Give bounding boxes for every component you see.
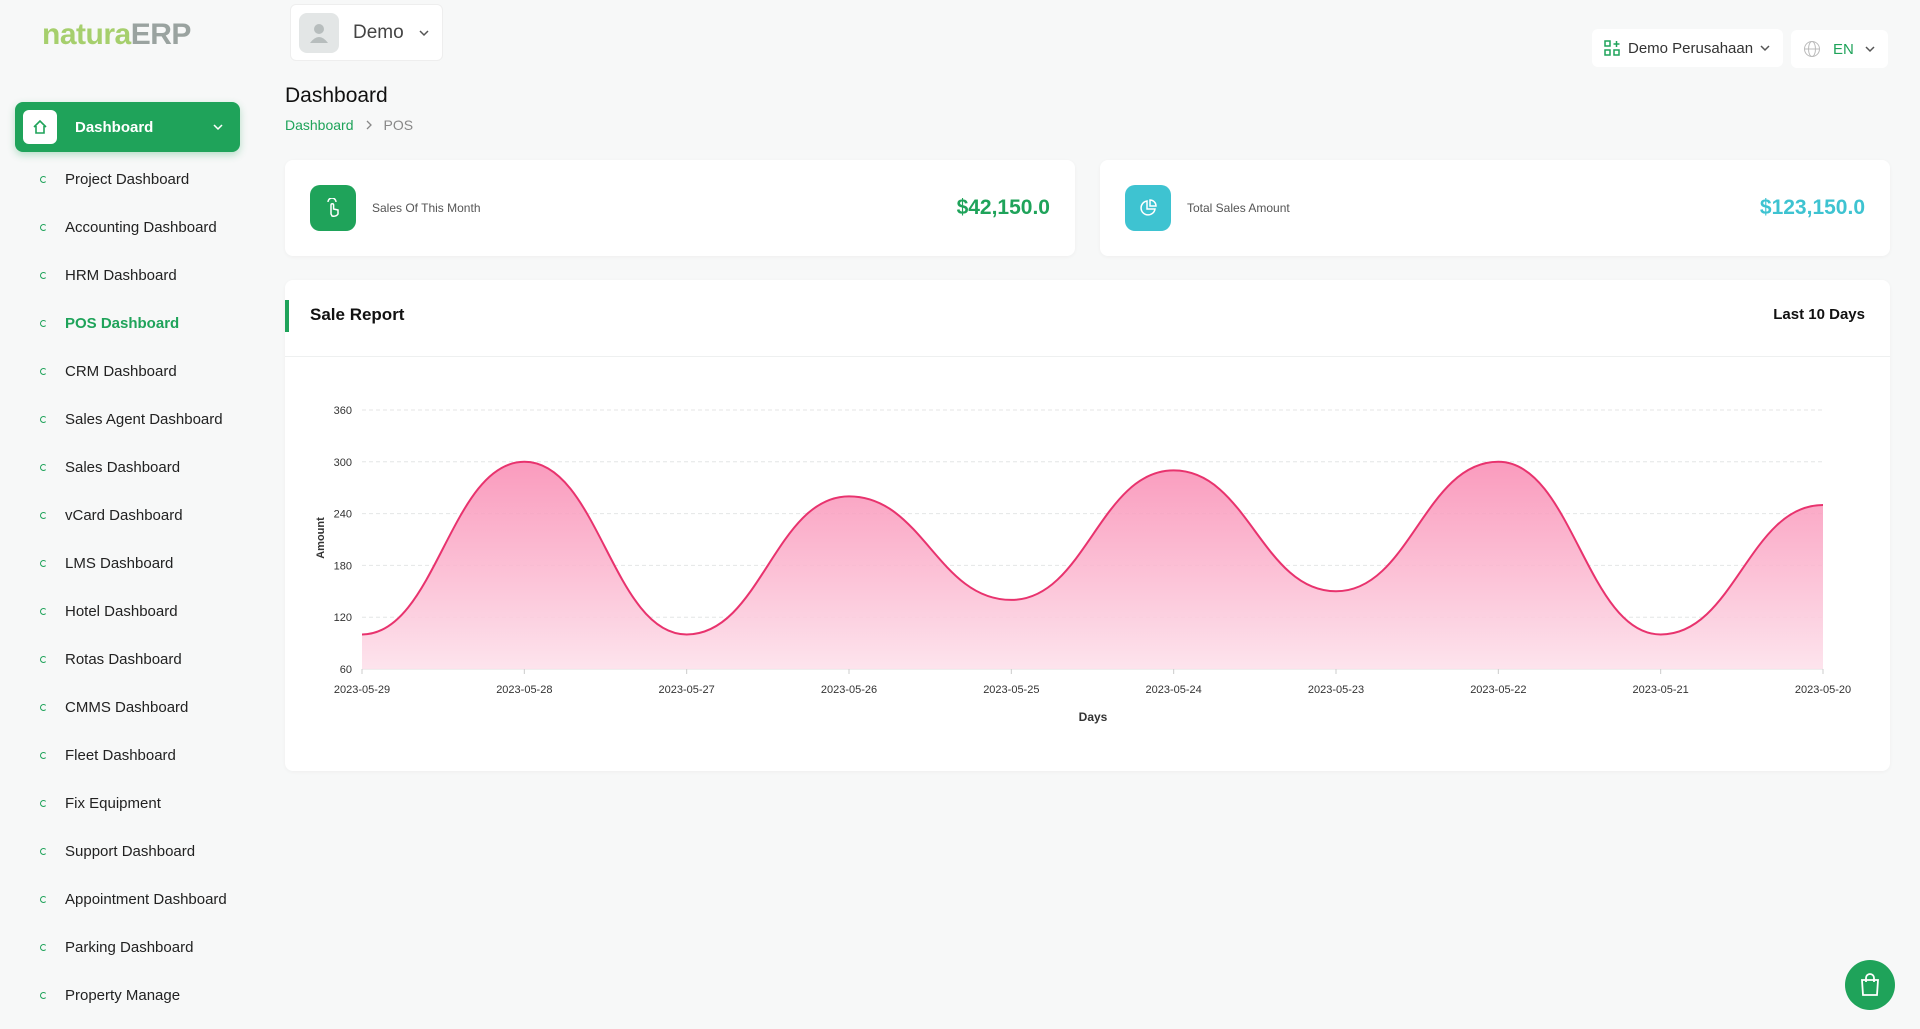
period-filter[interactable]: Last 10 Days bbox=[1773, 306, 1865, 323]
user-name: Demo bbox=[353, 21, 404, 43]
menu-item[interactable]: Project Dashboard bbox=[0, 155, 235, 203]
menu-item[interactable]: Fix Equipment bbox=[0, 779, 235, 827]
language-select[interactable]: EN bbox=[1791, 30, 1888, 68]
hand-icon bbox=[310, 185, 356, 231]
menu-item[interactable]: Rotas Dashboard bbox=[0, 635, 235, 683]
x-axis-label: Days bbox=[1079, 710, 1108, 724]
breadcrumb-current: POS bbox=[383, 117, 414, 133]
sidebar: naturaERP Dashboard Project Dashboard Acc… bbox=[0, 0, 260, 1029]
menu-item[interactable]: vCard Dashboard bbox=[0, 491, 235, 539]
menu-item[interactable]: POS Dashboard bbox=[0, 299, 235, 347]
report-card: Sale Report Last 10 Days Days Amount 60 1… bbox=[285, 280, 1890, 771]
stat-value: $42,150.0 bbox=[956, 196, 1050, 219]
x-tick-label: 2023-05-23 bbox=[1308, 684, 1364, 696]
y-tick-label: 240 bbox=[334, 509, 352, 521]
user-menu[interactable]: Demo bbox=[290, 4, 443, 61]
menu-label: Dashboard bbox=[75, 118, 154, 136]
x-tick-label: 2023-05-21 bbox=[1633, 684, 1689, 696]
stat-value: $123,150.0 bbox=[1759, 196, 1865, 219]
area-line bbox=[361, 460, 1824, 636]
menu-item[interactable]: HRM Dashboard bbox=[0, 251, 235, 299]
x-tick-label: 2023-05-24 bbox=[1146, 684, 1202, 696]
y-tick-label: 300 bbox=[334, 457, 352, 469]
dashboard-menu[interactable]: Dashboard bbox=[15, 102, 240, 152]
menu-item[interactable]: CMMS Dashboard bbox=[0, 683, 235, 731]
menu-item[interactable]: Hotel Dashboard bbox=[0, 587, 235, 635]
menu-item[interactable]: Sales Dashboard bbox=[0, 443, 235, 491]
breadcrumb-link[interactable]: Dashboard bbox=[285, 117, 354, 133]
y-tick-label: 360 bbox=[334, 405, 352, 417]
cart-button[interactable] bbox=[1845, 960, 1895, 1010]
brand-a: natura bbox=[42, 18, 131, 51]
divider bbox=[285, 356, 1890, 357]
menu-items: Project Dashboard Accounting Dashboard HRM… bbox=[0, 155, 250, 1019]
menu-item[interactable]: LMS Dashboard bbox=[0, 539, 235, 587]
stat-label: Sales Of This Month bbox=[372, 201, 481, 215]
x-tick-label: 2023-05-26 bbox=[821, 684, 877, 696]
company-name: Demo Perusahaan bbox=[1628, 39, 1754, 57]
breadcrumb: Dashboard POS bbox=[285, 117, 413, 133]
brand-b: ERP bbox=[130, 18, 192, 51]
x-tick-label: 2023-05-20 bbox=[1795, 684, 1851, 696]
menu-item[interactable]: Parking Dashboard bbox=[0, 923, 235, 971]
pie-icon bbox=[1125, 185, 1171, 231]
menu-item[interactable]: Fleet Dashboard bbox=[0, 731, 235, 779]
company-select[interactable]: Demo Perusahaan bbox=[1592, 29, 1783, 67]
stat-label: Total Sales Amount bbox=[1187, 201, 1290, 215]
menu-item[interactable]: Sales Agent Dashboard bbox=[0, 395, 235, 443]
x-tick-label: 2023-05-22 bbox=[1470, 684, 1526, 696]
x-tick-label: 2023-05-29 bbox=[334, 684, 390, 696]
menu-item[interactable]: CRM Dashboard bbox=[0, 347, 235, 395]
chart-title: Sale Report bbox=[310, 305, 405, 324]
y-tick-label: 120 bbox=[334, 612, 352, 624]
logo: naturaERP bbox=[42, 18, 191, 52]
chart: Days Amount 60 120 180 240 300 360 2023-05-29 2… bbox=[315, 405, 1851, 724]
y-tick-label: 180 bbox=[334, 560, 352, 572]
stat-card: Sales Of This Month $42,150.0 bbox=[285, 160, 1075, 256]
page-title: Dashboard bbox=[285, 84, 388, 107]
x-tick-label: 2023-05-28 bbox=[496, 684, 552, 696]
home-icon bbox=[23, 110, 57, 144]
menu-item[interactable]: Support Dashboard bbox=[0, 827, 235, 875]
stat-card: Total Sales Amount $123,150.0 bbox=[1100, 160, 1890, 256]
y-axis-label: Amount bbox=[315, 517, 327, 559]
menu-item[interactable]: Accounting Dashboard bbox=[0, 203, 235, 251]
accent-bar bbox=[285, 300, 289, 332]
y-tick-label: 60 bbox=[340, 664, 352, 676]
x-tick-label: 2023-05-27 bbox=[659, 684, 715, 696]
menu-item[interactable]: Appointment Dashboard bbox=[0, 875, 235, 923]
menu-item[interactable]: Property Manage bbox=[0, 971, 235, 1019]
area-fill bbox=[362, 461, 1823, 669]
x-tick-label: 2023-05-25 bbox=[983, 684, 1039, 696]
language: EN bbox=[1833, 40, 1854, 58]
